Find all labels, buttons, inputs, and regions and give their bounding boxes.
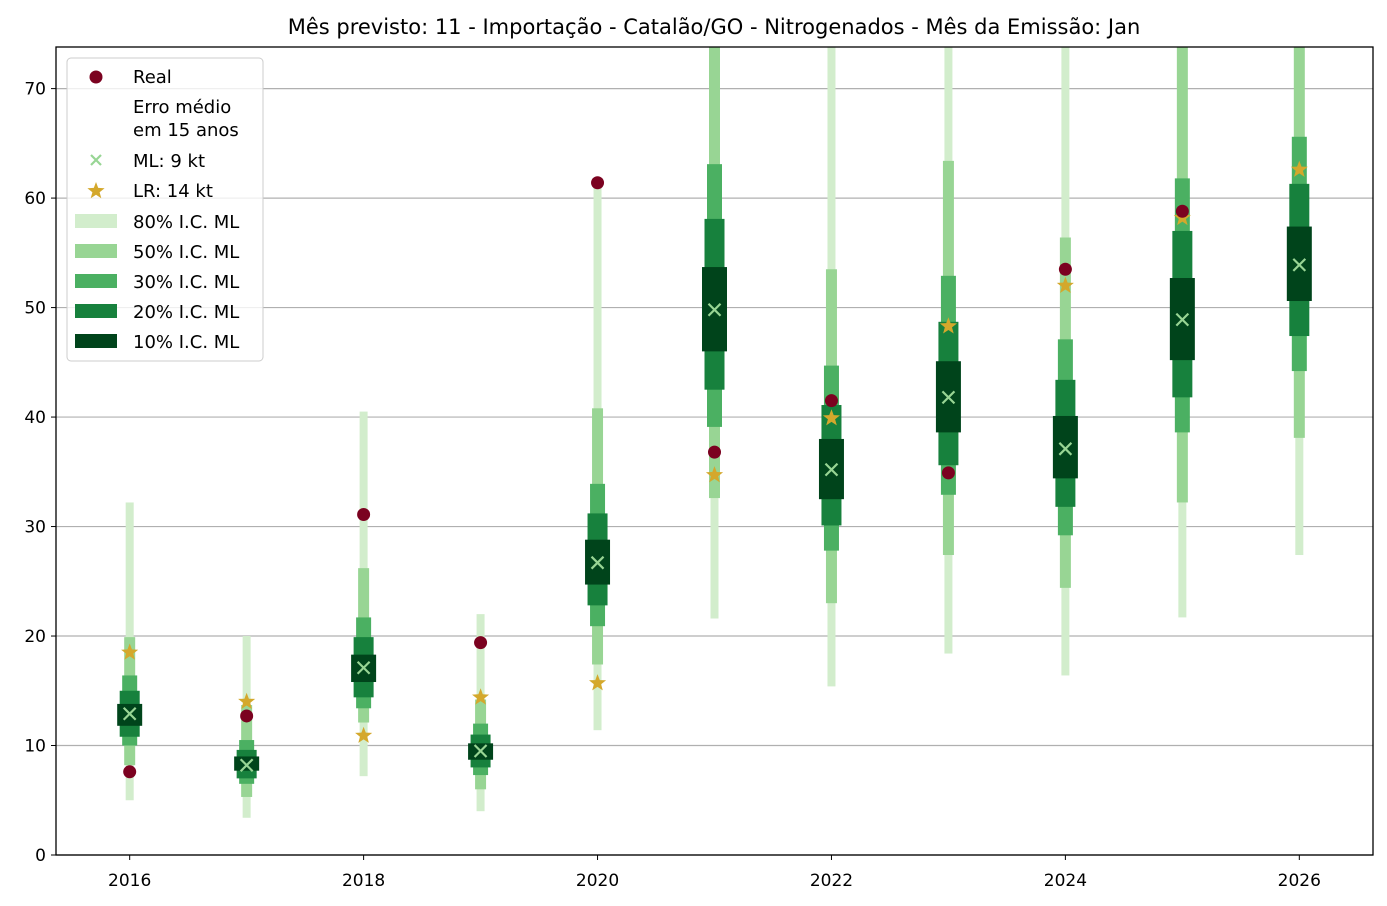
real-marker-2024 — [1058, 262, 1072, 276]
lr-marker-2022 — [822, 409, 840, 426]
ml-x-stroke — [1058, 442, 1073, 456]
ml-marker-2017 — [239, 758, 254, 773]
legend-ml-label: ML: 9 kt — [133, 151, 205, 172]
ml-x-stroke — [1292, 258, 1307, 272]
y-tick-label: 40 — [24, 408, 46, 428]
legend-ci20-label: 20% I.C. ML — [133, 302, 239, 323]
interval-ci10-2024 — [1052, 415, 1078, 479]
x-tick-label: 2020 — [576, 871, 619, 891]
y-tick-label: 20 — [24, 627, 46, 647]
ml-marker-2025 — [1175, 312, 1190, 327]
ml-marker-2022 — [824, 462, 839, 477]
lr-marker-2017 — [238, 692, 256, 709]
legend-ci50-swatch — [75, 244, 117, 258]
legend-ci10-label: 10% I.C. ML — [133, 332, 239, 353]
real-marker-2020 — [591, 176, 605, 190]
x-tick-label: 2016 — [108, 871, 151, 891]
legend-real-label: Real — [133, 67, 172, 88]
legend-ci10-swatch — [75, 334, 117, 348]
legend-note-line1: Erro médio — [133, 97, 231, 118]
lr-marker-2023 — [939, 317, 957, 334]
real-marker-2021 — [708, 445, 721, 459]
real-marker-2016 — [123, 765, 137, 779]
x-tick-label: 2022 — [810, 871, 853, 891]
ml-x-stroke — [473, 744, 488, 758]
legend-ci20-swatch — [75, 304, 117, 318]
legend-ci30-label: 30% I.C. ML — [133, 272, 239, 293]
ml-marker-2016 — [122, 706, 137, 721]
real-marker-2023 — [941, 466, 955, 480]
lr-marker-2020 — [589, 674, 607, 691]
ml-x-stroke — [1175, 312, 1190, 327]
real-marker-2019 — [474, 636, 488, 650]
point-markers — [121, 160, 1308, 779]
ml-x-stroke — [824, 462, 839, 477]
x-tick-label: 2026 — [1278, 871, 1321, 891]
legend-lr-icon — [87, 182, 105, 199]
y-tick-label: 30 — [24, 518, 46, 538]
ml-x-stroke — [590, 555, 605, 570]
ml-marker-2023 — [941, 390, 956, 405]
legend-real-icon — [89, 70, 103, 84]
legend-ci80-label: 80% I.C. ML — [133, 212, 239, 233]
legend-ml-icon — [90, 154, 102, 166]
lr-marker-2026 — [1290, 160, 1308, 177]
ml-x-stroke — [122, 706, 137, 721]
y-tick-label: 10 — [24, 737, 46, 757]
legend-ci30-swatch — [75, 274, 117, 288]
legend-ci80-swatch — [75, 214, 117, 228]
x-tick-label: 2024 — [1044, 871, 1087, 891]
lr-marker-2021 — [705, 466, 724, 483]
y-tick-label: 50 — [24, 299, 46, 319]
chart-title: Mês previsto: 11 - Importação - Catalão/… — [288, 15, 1141, 39]
legend-ci50-label: 50% I.C. ML — [133, 242, 239, 263]
ml-x-stroke — [707, 302, 722, 317]
real-marker-2018 — [357, 508, 371, 522]
ml-x-stroke — [941, 390, 956, 405]
y-tick-label: 60 — [24, 189, 46, 209]
y-tick-label: 0 — [35, 846, 46, 866]
interval-bars — [117, 47, 1312, 818]
axes: 0 10 20 30 40 50 60 70 2016 2018 2020 2022 2024 2026 — [24, 80, 1321, 891]
ml-marker-2020 — [590, 555, 605, 570]
lr-marker-2016 — [121, 643, 139, 660]
ml-x-stroke — [356, 661, 371, 675]
legend-lr-label: LR: 14 kt — [133, 181, 213, 202]
real-marker-2017 — [240, 709, 254, 723]
lr-marker-2024 — [1056, 276, 1074, 293]
real-marker-2025 — [1175, 204, 1189, 218]
lr-marker-2018 — [355, 726, 373, 743]
ml-marker-2021 — [707, 302, 722, 317]
legend-note-line2: em 15 anos — [133, 120, 239, 141]
ml-x-stroke — [239, 758, 254, 773]
ml-marker-2018 — [356, 661, 371, 675]
ml-marker-2024 — [1058, 442, 1073, 456]
ml-marker-2019 — [473, 744, 488, 758]
plot-frame — [55, 46, 1374, 856]
y-tick-label: 70 — [24, 80, 46, 100]
ml-marker-2026 — [1292, 258, 1307, 272]
lr-marker-2019 — [472, 688, 490, 705]
x-tick-label: 2018 — [342, 871, 385, 891]
interval-ci10-2017 — [234, 756, 260, 771]
real-marker-2022 — [824, 394, 838, 408]
